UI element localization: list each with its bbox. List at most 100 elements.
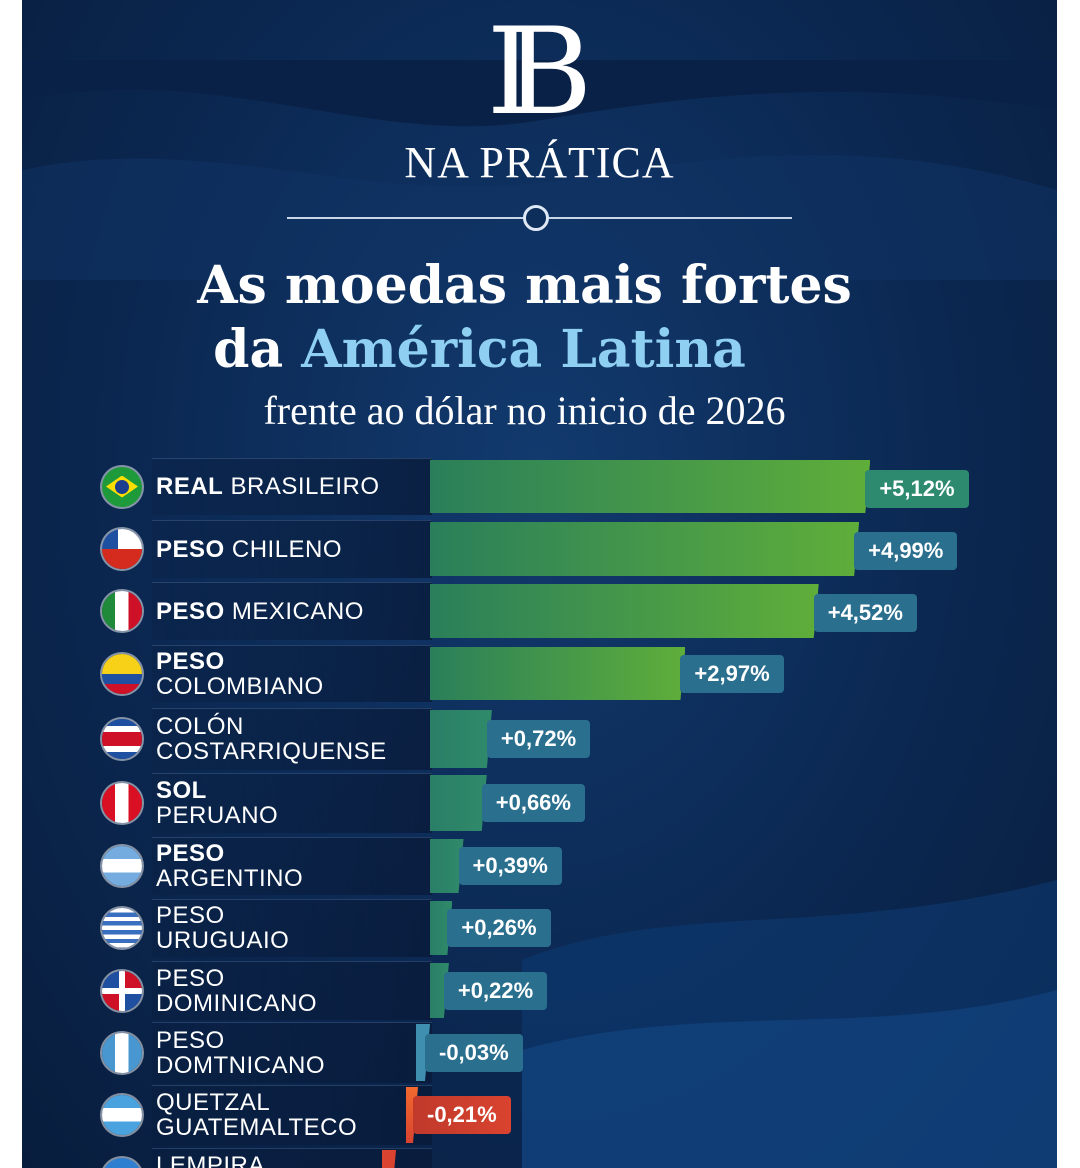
peru-flag-icon: [102, 783, 142, 823]
logo: IB NA PRÁTICA: [22, 10, 1057, 188]
ornament-divider: [287, 205, 792, 231]
bar-row: COLÓN COSTARRIQUENSE +0,72%: [92, 708, 1032, 770]
category-label-text: PESO: [156, 1026, 225, 1054]
title-prefix: da: [213, 319, 302, 380]
category-label: QUETZAL GUATEMALTECO: [156, 1090, 357, 1140]
row-background: [152, 1148, 432, 1168]
category-label: PESO URUGUAIO: [156, 903, 289, 953]
category-label: PESO COLOMBIANO: [156, 649, 324, 699]
category-label-text: URUGUAIO: [156, 927, 290, 954]
row-background: [152, 520, 432, 578]
bar: [430, 584, 819, 638]
bar: [430, 775, 487, 831]
category-label-text: COLÓN: [156, 713, 244, 740]
value-label: +2,97%: [680, 654, 784, 693]
value-label: +0,26%: [447, 909, 551, 947]
category-label-bold: PESO: [156, 647, 225, 675]
bar: [430, 710, 492, 768]
category-label: PESO DOMINICANO: [156, 966, 317, 1016]
background-waves-bottom: [522, 880, 1057, 1168]
category-label: REAL BRASILEIRO: [156, 474, 380, 499]
chile-flag-icon: [102, 529, 142, 569]
bar-row: PESO DOMTNICANO -0,03%: [92, 1022, 1032, 1083]
category-label-text: DOMINICANO: [156, 989, 317, 1017]
category-label-text: CHILENO: [224, 535, 343, 563]
bar-row: PESO MEXICANO +4,52%: [92, 582, 1032, 640]
category-label: PESO MEXICANO: [156, 599, 364, 624]
category-label-text: ARGENTINO: [156, 865, 304, 892]
value-label: +0,66%: [481, 784, 585, 822]
category-label-text: QUETZAL: [156, 1089, 271, 1116]
category-label-text: PESO: [156, 964, 225, 992]
category-label: PESO DOMTNICANO: [156, 1028, 325, 1078]
logo-monogram: IB: [486, 3, 593, 142]
category-label-bold: PESO: [156, 597, 225, 625]
category-label-bold: PESO: [156, 535, 225, 563]
bar: [382, 1150, 396, 1168]
ornament-icon: [523, 205, 549, 231]
value-label: -0,21%: [413, 1096, 511, 1134]
bar-chart: REAL BRASILEIRO +5,12% PESO CHILENO +4,99% P…: [22, 0, 1057, 1168]
row-background: [152, 773, 432, 833]
category-label: PESO ARGENTINO: [156, 841, 303, 891]
bar-row: SOL PERUANO +0,66%: [92, 773, 1032, 833]
row-background: [152, 1085, 432, 1145]
category-label-bold: SOL: [156, 777, 207, 804]
uruguay-flag-icon: [102, 908, 142, 948]
category-label-bold: PESO: [156, 840, 225, 867]
logo-subtitle: NA PRÁTICA: [404, 138, 675, 187]
infographic: IB NA PRÁTICA As moedas mais fortes da A…: [22, 0, 1057, 1168]
row-background: [152, 458, 432, 515]
bar-row: PESO URUGUAIO +0,26%: [92, 899, 1032, 957]
bar-row: QUETZAL GUATEMALTECO -0,21%: [92, 1085, 1032, 1145]
category-label-bold: REAL: [156, 473, 224, 500]
category-label-text: COLOMBIANO: [156, 672, 324, 700]
value-label: +5,12%: [865, 470, 969, 508]
bar-row: LEMPIRA: [92, 1148, 1032, 1168]
row-background: [152, 708, 432, 770]
colombia-flag-icon: [102, 653, 142, 694]
row-background: [152, 582, 432, 640]
bar: [430, 839, 464, 893]
category-label: COLÓN COSTARRIQUENSE: [156, 714, 387, 764]
mexico-flag-icon: [102, 591, 142, 631]
category-label-text: COSTARRIQUENSE: [156, 738, 387, 765]
category-label-text: PESO: [156, 902, 225, 929]
dominican-republic-flag-icon: [102, 970, 142, 1011]
title-line-2: da América Latina: [22, 317, 1057, 383]
category-label-text: DOMTNICANO: [156, 1051, 325, 1079]
value-label: +4,52%: [813, 594, 917, 632]
category-label-text: MEXICANO: [224, 597, 364, 625]
bar-row: PESO DOMINICANO +0,22%: [92, 961, 1032, 1020]
row-background: [152, 961, 432, 1020]
category-label: PESO CHILENO: [156, 537, 342, 562]
bar: [430, 460, 870, 513]
category-label-text: BRASILEIRO: [223, 473, 380, 500]
category-label: SOL PERUANO: [156, 778, 278, 828]
bar-row: PESO CHILENO +4,99%: [92, 520, 1032, 578]
brazil-flag-icon: [102, 466, 142, 507]
bar: [430, 901, 452, 955]
category-label-text: PERUANO: [156, 802, 279, 829]
title-line-1: As moedas mais fortes: [197, 255, 852, 316]
category-label-text: LEMPIRA: [156, 1152, 265, 1168]
row-background: [152, 837, 432, 895]
value-label: -0,03%: [425, 1033, 523, 1072]
value-label: +0,39%: [458, 847, 562, 885]
chart-title: As moedas mais fortes da América Latina …: [22, 255, 1057, 439]
blue-flag-icon: [102, 1158, 142, 1168]
bar-row: REAL BRASILEIRO +5,12%: [92, 458, 1032, 515]
argentina-flag-icon: [102, 846, 142, 886]
bar-row: PESO ARGENTINO +0,39%: [92, 837, 1032, 895]
bar-row: PESO COLOMBIANO +2,97%: [92, 645, 1032, 702]
value-label: +4,99%: [854, 532, 958, 570]
row-background: [152, 645, 432, 702]
row-background: [152, 1022, 432, 1083]
row-background: [152, 899, 432, 957]
honduras-flag-icon: [102, 1095, 142, 1135]
title-highlight: América Latina: [301, 319, 746, 380]
category-label-text: GUATEMALTECO: [156, 1114, 358, 1141]
title-line-3: frente ao dólar no inicio de 2026: [263, 388, 786, 433]
costa-rica-flag-icon: [102, 719, 142, 759]
guatemala-flag-icon: [102, 1032, 142, 1073]
